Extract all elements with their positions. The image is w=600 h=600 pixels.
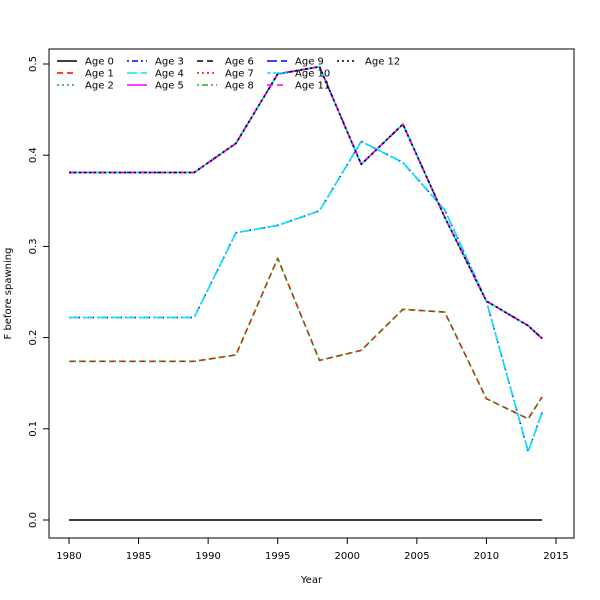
y-axis-title: F before spawning [3, 248, 14, 340]
y-tick-label: 0.1 [28, 421, 39, 437]
y-tick-label: 0.5 [28, 56, 39, 72]
x-tick-label: 1980 [56, 551, 81, 562]
x-tick-label: 2000 [335, 551, 360, 562]
series-line-age-4 [69, 140, 543, 453]
series-lines [69, 65, 543, 521]
y-tick-label: 0.4 [28, 147, 39, 163]
x-tick-label: 1990 [195, 551, 220, 562]
legend-label: Age 0 [85, 57, 114, 68]
legend-label: Age 1 [85, 69, 114, 80]
legend-label: Age 9 [295, 57, 324, 68]
x-tick-label: 1995 [265, 551, 290, 562]
legend-label: Age 10 [295, 69, 330, 80]
legend-label: Age 3 [155, 57, 184, 68]
x-tick-label: 2010 [474, 551, 499, 562]
legend-label: Age 5 [155, 81, 184, 92]
legend-label: Age 11 [295, 81, 330, 92]
series-line-age-2 [69, 257, 543, 420]
legend-label: Age 12 [365, 57, 400, 68]
legend-label: Age 8 [225, 81, 254, 92]
x-tick-label: 2005 [404, 551, 429, 562]
y-tick-label: 0.3 [28, 238, 39, 254]
x-tick-label: 1985 [126, 551, 151, 562]
y-tick-label: 0.0 [28, 512, 39, 528]
legend-label: Age 7 [225, 69, 254, 80]
legend-label: Age 4 [155, 69, 184, 80]
x-tick-label: 2015 [543, 551, 568, 562]
x-axis-title: Year [300, 575, 323, 586]
axes: 1980 1985 1990 1995 2000 2005 2010 2015 0.0 0.1 0.… [28, 56, 569, 562]
y-tick-label: 0.2 [28, 330, 39, 346]
legend-label: Age 2 [85, 81, 114, 92]
series-line-age-12 [69, 65, 543, 340]
legend-label: Age 6 [225, 57, 254, 68]
plot-frame [48, 48, 575, 539]
